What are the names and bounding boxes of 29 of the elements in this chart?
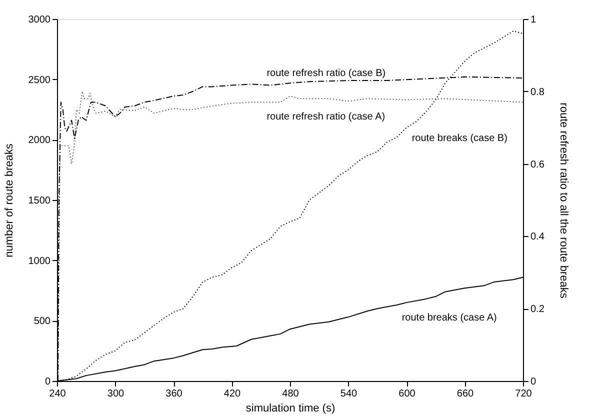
y2-tick-label: 1 <box>530 14 536 26</box>
x-axis-title: simulation time (s) <box>246 402 336 414</box>
y-tick-label: 1000 <box>28 256 51 267</box>
y2-tick-label: 0.6 <box>530 159 545 170</box>
x-tick-label: 360 <box>166 388 183 400</box>
x-tick-label: 240 <box>49 388 66 400</box>
x-tick-label: 300 <box>107 388 125 400</box>
series-label: route breaks (case B) <box>412 133 508 144</box>
x-tick-label: 420 <box>224 388 242 400</box>
y-tick-label: 0 <box>44 376 51 388</box>
y-tick-label: 1500 <box>28 196 51 206</box>
x-tick-label: 480 <box>282 388 300 400</box>
y-tick-label: 2500 <box>28 74 51 86</box>
series-label: route refresh ratio (case A) <box>266 111 386 122</box>
y2-tick-label: 0 <box>530 376 536 388</box>
y-tick-label: 500 <box>34 316 51 328</box>
y2-tick-label: 0.4 <box>530 232 545 243</box>
y-tick-label: 2000 <box>28 135 51 146</box>
y-tick-label: 3000 <box>28 14 51 26</box>
y2-tick-label: 0.2 <box>530 304 545 316</box>
x-tick-label: 720 <box>515 388 532 400</box>
x-tick-label: 660 <box>456 388 474 400</box>
y2-tick-label: 0.8 <box>530 86 545 98</box>
series-label: route refresh ratio (case B) <box>266 68 386 80</box>
x-tick-label: 540 <box>340 388 358 400</box>
x-tick-label: 600 <box>398 388 416 400</box>
y2-axis-title: route refresh ratio to all the route breaks <box>557 102 570 299</box>
series-label: route breaks (case A) <box>402 312 497 324</box>
y-axis-title: number of route breaks <box>3 143 16 258</box>
